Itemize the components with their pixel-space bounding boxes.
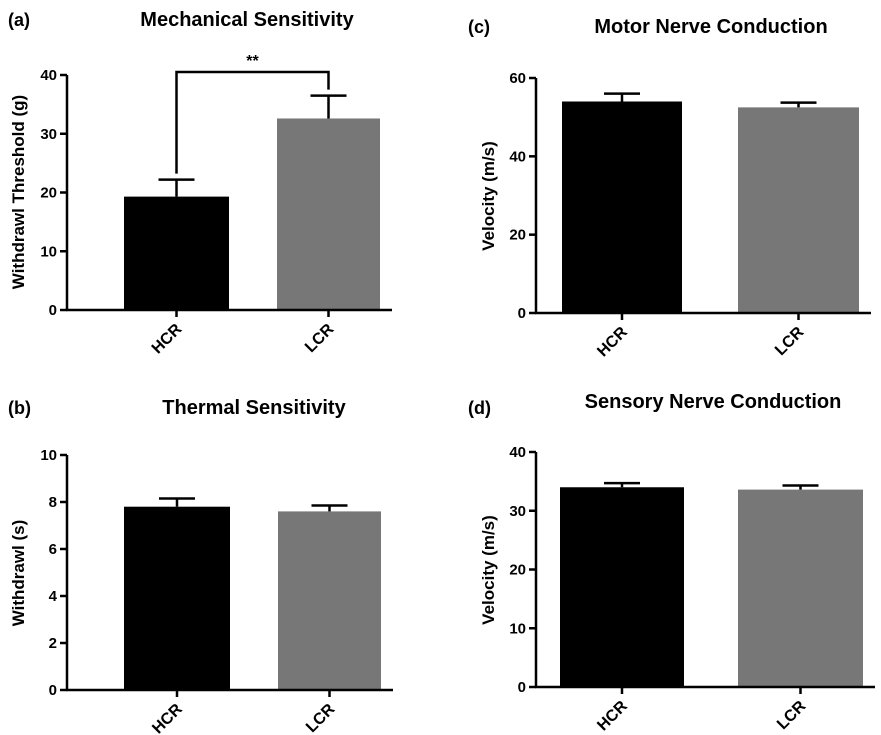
bar (124, 196, 229, 310)
chart-panel: (d) Sensory Nerve Conduction Velocity (m/s… (468, 391, 875, 734)
y-tick-label: 20 (509, 562, 526, 579)
y-tick-label: 40 (40, 67, 57, 84)
chart-title: Motor Nerve Conduction (594, 16, 827, 38)
x-tick-label: LCR (303, 700, 339, 735)
chart-title: Thermal Sensitivity (162, 397, 346, 419)
chart-panel: (c) Motor Nerve Conduction Velocity (m/s) 0… (468, 16, 871, 360)
y-tick-label: 40 (509, 148, 526, 165)
chart-panel: (a) Mechanical Sensitivity Withdrawl Thres… (8, 9, 392, 357)
chart-title: Sensory Nerve Conduction (585, 391, 842, 413)
y-tick-label: 6 (49, 541, 57, 558)
x-tick-label: LCR (302, 320, 338, 356)
panel-letter: (a) (8, 10, 30, 30)
y-tick-label: 30 (509, 503, 526, 520)
bar (124, 506, 230, 690)
y-axis-label: Velocity (m/s) (479, 515, 498, 625)
x-tick-label: LCR (772, 323, 808, 359)
panel-letter: (b) (8, 398, 31, 418)
y-tick-label: 0 (49, 682, 57, 699)
y-tick-label: 40 (509, 444, 526, 461)
y-tick-label: 0 (518, 679, 526, 696)
bar (278, 511, 381, 690)
bar (277, 118, 380, 310)
y-tick-label: 0 (518, 305, 526, 322)
y-tick-label: 60 (509, 70, 526, 87)
y-tick-label: 20 (509, 227, 526, 244)
y-tick-label: 30 (40, 126, 57, 143)
x-tick-label: HCR (594, 697, 631, 734)
panel-letter: (c) (468, 17, 490, 37)
y-axis-label: Withdrawl (s) (9, 520, 28, 627)
bar (560, 487, 684, 687)
y-tick-label: 10 (40, 243, 57, 260)
y-tick-label: 10 (40, 447, 57, 464)
chart-title: Mechanical Sensitivity (140, 9, 354, 31)
y-tick-label: 8 (49, 494, 57, 511)
bar (738, 107, 859, 313)
chart-panel: (b) Thermal Sensitivity Withdrawl (s) 0 2 4 6 8… (8, 397, 393, 735)
bar (562, 101, 682, 313)
panel-letter: (d) (468, 398, 491, 418)
y-tick-label: 0 (49, 302, 57, 319)
y-tick-label: 2 (49, 635, 57, 652)
x-tick-label: HCR (149, 320, 186, 357)
x-tick-label: HCR (594, 323, 631, 360)
x-tick-label: LCR (774, 697, 810, 733)
y-tick-label: 10 (509, 620, 526, 637)
y-axis-label: Velocity (m/s) (479, 141, 498, 251)
y-tick-label: 4 (49, 588, 58, 605)
y-axis-label: Withdrawl Threshold (g) (9, 95, 28, 289)
significance-bracket (175, 70, 330, 174)
x-tick-label: HCR (149, 700, 186, 735)
y-tick-label: 20 (40, 185, 57, 202)
significance-label: ** (246, 53, 259, 70)
bar (738, 489, 863, 687)
